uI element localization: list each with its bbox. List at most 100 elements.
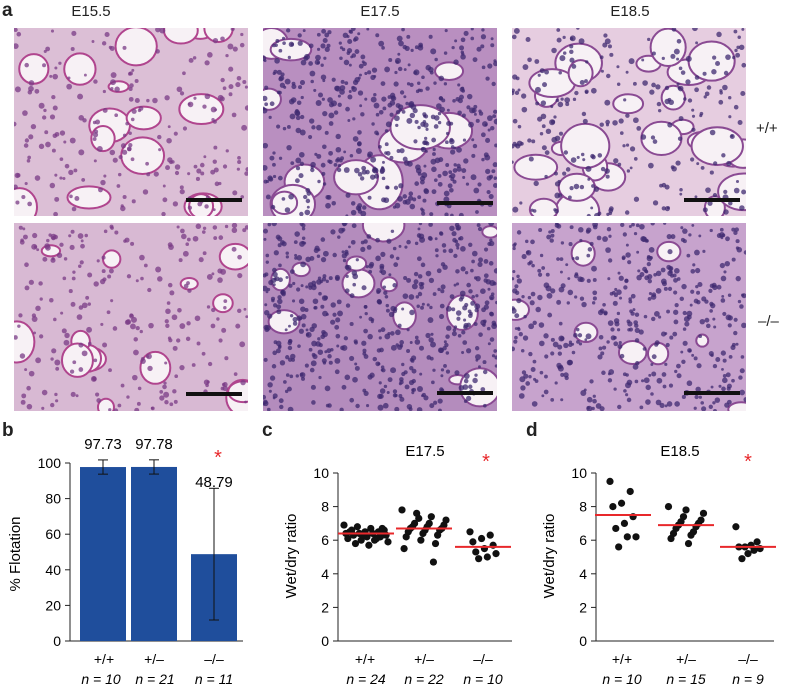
genotype-label: +/– [144,651,164,667]
data-point [492,550,500,558]
data-point [398,506,406,514]
data-point [667,534,675,543]
genotype-label: +/– [676,651,696,667]
y-tick-label: 100 [38,455,62,471]
y-tick-label: 0 [579,633,587,649]
column-label-e17: E17.5 [360,3,400,20]
y-tick-label: 20 [45,597,61,613]
sample-size-label: n = 11 [195,671,233,687]
genotype-label: +/+ [94,651,114,667]
data-point [738,555,746,563]
micrograph-e15-knockout [14,223,248,411]
y-axis-label: % Flotation [7,516,24,591]
bar-value-label: 97.78 [135,436,173,453]
y-axis-label: Wet/dry ratio [541,514,558,599]
wet-dry-e18-scatter: E18.5 Wet/dry ratio 0 2 4 6 8 10 * +/+ +/– –/… [541,443,776,687]
y-tick-label: 40 [45,562,61,578]
significance-star: * [214,447,222,469]
sample-size-label: n = 10 [602,671,642,687]
genotype-label: –/– [738,651,758,667]
scale-bar [186,392,242,396]
sample-size-label: n = 24 [346,671,386,687]
data-point [417,536,425,544]
flotation-bar-chart: % Flotation 0 20 40 60 80 100 97.73 97.78 48.79… [7,436,243,687]
data-point [419,529,427,538]
row-label-wildtype: +/+ [756,120,778,137]
panel-d-letter: d [526,420,538,441]
data-point [612,524,620,533]
bar [131,466,177,641]
data-point [486,531,494,539]
sample-size-label: n = 10 [463,671,503,687]
y-tick-label: 2 [579,599,587,615]
y-tick-label: 8 [579,499,587,515]
bar [80,467,126,641]
wet-dry-e17-scatter: E17.5 Wet/dry ratio 0 2 4 6 8 10 * +/+ +/– –/… [283,443,512,687]
row-label-knockout: –/– [758,313,779,330]
genotype-label: –/– [204,651,224,667]
scale-bar [437,391,493,395]
data-point [477,534,486,543]
data-point [378,524,386,533]
data-point [699,509,708,517]
sample-size-label: n = 15 [666,671,706,687]
sample-size-label: n = 9 [732,671,764,687]
y-tick-label: 0 [53,633,61,649]
data-point [469,538,477,546]
sample-size-label: n = 22 [404,671,444,687]
data-point [353,523,361,531]
chart-title: E18.5 [660,443,699,460]
data-point [415,514,423,522]
y-tick-label: 6 [579,532,587,548]
data-point [626,487,634,496]
panel-b-letter: b [2,420,14,441]
sample-size-label: n = 21 [135,671,174,687]
micrograph-e17-knockout [263,223,497,411]
data-point [402,533,410,541]
data-point [750,546,758,554]
scale-bar [684,198,740,202]
data-point [431,539,440,548]
data-point [732,523,740,531]
y-tick-label: 2 [321,599,329,615]
genotype-label: +/+ [355,651,375,667]
y-tick-label: 60 [45,526,61,542]
micrograph-e15-wildtype [14,28,248,216]
data-point [682,506,690,514]
data-point [609,503,617,511]
panel-c-letter: c [262,420,273,441]
y-axis-label: Wet/dry ratio [283,514,300,599]
data-point [664,503,673,511]
data-point [617,499,626,507]
y-tick-label: 8 [321,499,329,515]
y-tick-label: 6 [321,532,329,548]
data-point [475,555,483,563]
micrograph-e18-knockout [512,223,746,411]
column-label-e18: E18.5 [610,3,650,20]
scale-bar [684,391,740,395]
bar-value-label: 97.73 [84,436,122,453]
data-point [472,548,480,556]
data-point [753,538,761,546]
significance-star: * [744,451,752,473]
data-point [427,513,435,521]
micrograph-e17-wildtype [263,28,497,216]
y-tick-label: 0 [321,633,329,649]
column-label-e15: E15.5 [71,3,111,20]
chart-title: E17.5 [405,443,444,460]
y-tick-label: 10 [571,465,587,481]
y-tick-label: 80 [45,491,61,507]
data-point [615,543,623,551]
data-point [434,531,442,539]
data-point [620,519,629,527]
significance-star: * [482,451,490,473]
genotype-label: +/+ [612,651,632,667]
data-point [344,534,352,543]
data-point [684,539,693,548]
sample-size-label: n = 10 [81,671,121,687]
scale-bar [186,198,242,202]
data-point [340,521,348,529]
data-point [483,553,491,561]
bar-value-label: 48.79 [195,474,233,491]
y-tick-label: 4 [321,566,329,582]
